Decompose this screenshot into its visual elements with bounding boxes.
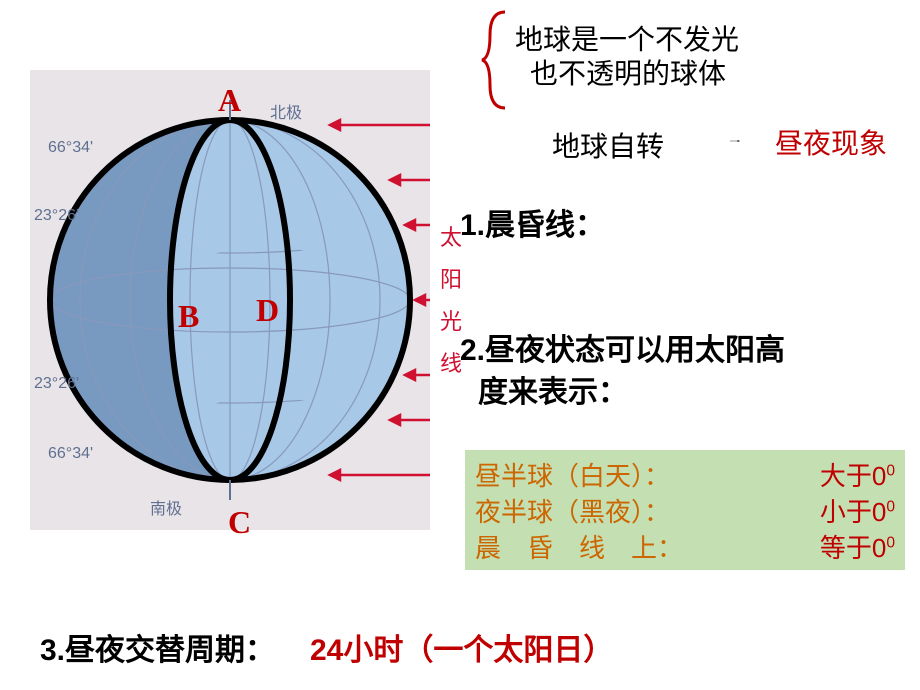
green-row-1-left: 夜半球（黑夜）： bbox=[475, 492, 670, 529]
globe-svg: 北极 南极 66°34' 23°26' 23°26' 66°34' bbox=[30, 70, 430, 530]
green-row-0: 昼半球（白天）： 大于00 bbox=[475, 456, 895, 492]
rotation-label: 地球自转 bbox=[552, 125, 664, 165]
point-1-num: 1. bbox=[460, 209, 485, 242]
green-row-2: 晨 昏 线 上： 等于00 bbox=[475, 528, 895, 564]
green-row-1-right: 小于00 bbox=[820, 492, 895, 529]
svg-text:66°34': 66°34' bbox=[48, 139, 93, 156]
sunlight-char-2: 阳 bbox=[440, 262, 462, 294]
green-row-0-right: 大于00 bbox=[820, 456, 895, 493]
globe-diagram: 北极 南极 66°34' 23°26' 23°26' 66°34' A B D … bbox=[30, 70, 430, 550]
green-row-1: 夜半球（黑夜）： 小于00 bbox=[475, 492, 895, 528]
svg-text:23°26': 23°26' bbox=[34, 375, 79, 392]
point-3-title: 昼夜交替周期： bbox=[65, 634, 275, 667]
point-2-line1: 昼夜状态可以用太阳高 bbox=[485, 334, 785, 367]
point-a-label: A bbox=[218, 82, 241, 119]
sunlight-char-3: 光 bbox=[440, 304, 462, 336]
point-1-title: 晨昏线： bbox=[485, 209, 605, 242]
bracket-icon bbox=[480, 10, 510, 110]
point-3: 3.昼夜交替周期： bbox=[40, 625, 275, 669]
point-1: 1.晨昏线： bbox=[460, 200, 605, 244]
point-2: 2.昼夜状态可以用太阳高 度来表示： bbox=[460, 330, 785, 414]
svg-text:北极: 北极 bbox=[270, 104, 302, 122]
point-c-label: C bbox=[228, 504, 251, 541]
svg-text:南极: 南极 bbox=[150, 500, 182, 518]
phenomenon-label: 昼夜现象 bbox=[775, 122, 887, 162]
point-2-line2: 度来表示： bbox=[478, 376, 628, 409]
point-b-label: B bbox=[178, 298, 199, 335]
arrow-icon bbox=[710, 140, 760, 142]
point-d-label: D bbox=[256, 292, 279, 329]
green-row-2-right: 等于00 bbox=[820, 528, 895, 565]
svg-text:23°26': 23°26' bbox=[34, 207, 79, 224]
sunlight-char-4: 线 bbox=[440, 346, 462, 378]
sunlight-char-1: 太 bbox=[440, 220, 462, 252]
green-row-0-left: 昼半球（白天）： bbox=[475, 456, 670, 493]
svg-text:66°34': 66°34' bbox=[48, 445, 93, 462]
point-2-num: 2. bbox=[460, 334, 485, 367]
header-line-2: 也不透明的球体 bbox=[530, 52, 726, 92]
green-row-2-left: 晨 昏 线 上： bbox=[475, 528, 683, 565]
green-box: 昼半球（白天）： 大于00 夜半球（黑夜）： 小于00 晨 昏 线 上： 等于0… bbox=[465, 450, 905, 570]
point-3-num: 3. bbox=[40, 634, 65, 667]
point-3-value: 24小时（一个太阳日） bbox=[310, 625, 613, 669]
